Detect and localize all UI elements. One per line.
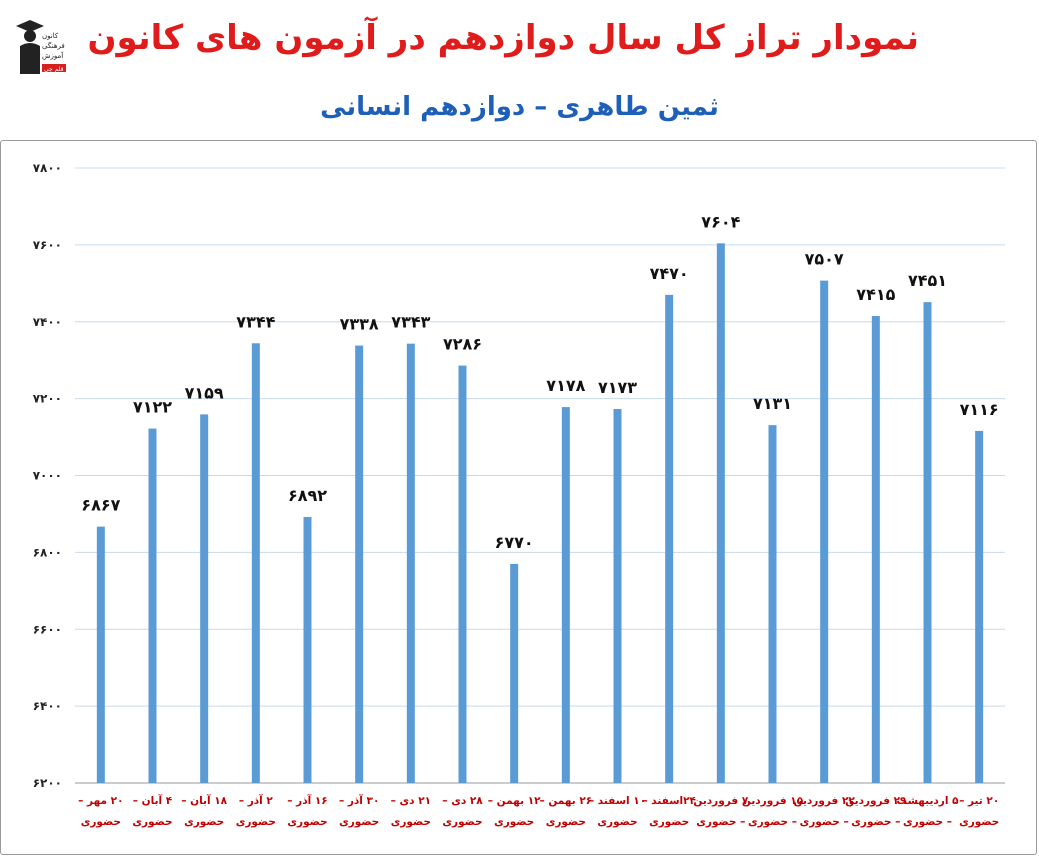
bar [871, 315, 880, 783]
x-category-label: حضوری [959, 816, 999, 828]
bar [716, 243, 725, 783]
x-category-label: حضوری [339, 816, 379, 828]
data-label: ۷۱۵۹ [185, 383, 224, 402]
x-category-label: ۲ آذر – [239, 794, 274, 807]
x-category-label: حضوری [287, 816, 327, 828]
x-category-label: حضوری [81, 816, 121, 828]
x-category-label: ۲۸ دی – [442, 795, 483, 807]
value-labels: ۶۸۶۷ ۷۱۲۲ ۷۱۵۹ ۷۳۴۴ ۶۸۹۲ ۷۳۳۸ ۷۳۴۳ ۷۲۸۶ ۶۷۷۰ ۷۱۷۸… [81, 212, 998, 552]
bars [96, 243, 984, 783]
y-axis-ticks: ۶۲۰۰ ۶۴۰۰ ۶۶۰۰ ۶۸۰۰ ۷۰۰۰ ۷۲۰۰ ۷۴۰۰ ۷۶۰۰ ۷۸۰۰ [33, 161, 62, 790]
bar [820, 280, 829, 783]
x-category-label: ۵ اردیبهشت [896, 795, 959, 807]
x-category-label: ۴ آبان – [133, 794, 173, 807]
x-category-label: ۱۸ آبان – [181, 794, 227, 807]
data-label: ۶۷۷۰ [495, 533, 534, 552]
x-category-label: حضوری [184, 816, 224, 828]
x-category-label: حضوری [236, 816, 276, 828]
x-category-label: ۱۶ آذر – [287, 794, 327, 807]
svg-text:قلم چی: قلم چی [44, 66, 64, 73]
data-label: ۷۱۳۱ [753, 394, 792, 413]
data-label: ۷۱۷۸ [546, 376, 585, 395]
chart-frame [0, 140, 1037, 855]
x-axis-categories: ۲۰ مهر – حضوری ۴ آبان – حضوری ۱۸ آبان – حضوری… [78, 794, 999, 828]
x-category-label: ۲۰ تیر – [959, 795, 999, 807]
chart-title: نمودار تراز کل سال دوازدهم در آزمون های … [87, 18, 920, 58]
x-category-label: ۷ فروردین [693, 795, 748, 807]
gridlines [75, 167, 1005, 784]
bar-chart: ۶۲۰۰ ۶۴۰۰ ۶۶۰۰ ۶۸۰۰ ۷۰۰۰ ۷۲۰۰ ۷۴۰۰ ۷۶۰۰ ۷۸۰۰ ۶۸۶… [33, 161, 1005, 828]
data-label: ۷۳۳۸ [340, 315, 379, 334]
x-category-label: حضوری [649, 816, 689, 828]
data-label: ۷۲۸۶ [443, 335, 482, 354]
x-category-label: – حضوری [903, 816, 952, 828]
data-label: ۷۴۷۰ [650, 264, 689, 283]
y-tick-label: ۷۲۰۰ [33, 392, 62, 406]
bar [406, 343, 415, 783]
y-tick-label: ۶۴۰۰ [33, 699, 62, 713]
bar [665, 294, 674, 783]
bar [458, 365, 467, 783]
y-tick-label: ۷۸۰۰ [33, 161, 62, 175]
data-label: ۷۵۰۷ [805, 250, 844, 269]
data-label: ۷۱۱۶ [960, 400, 999, 419]
bar [510, 563, 519, 783]
kanoon-logo-icon: کانون فرهنگی آموزش قلم چی [8, 12, 70, 84]
data-label: ۶۸۹۲ [288, 486, 327, 505]
bar [251, 343, 260, 783]
chart-subtitle: ثمین طاهری – دوازدهم انسانی [320, 92, 719, 122]
x-category-label: ۳۰ آذر – [339, 794, 379, 807]
x-category-label: ۲۱ دی – [391, 795, 431, 807]
svg-text:آموزش: آموزش [42, 51, 64, 60]
bar [355, 345, 364, 783]
svg-text:فرهنگی: فرهنگی [42, 41, 65, 50]
data-label: ۶۸۶۷ [81, 496, 120, 515]
data-label: ۷۱۲۲ [133, 398, 172, 417]
bar [561, 407, 570, 783]
y-tick-label: ۷۴۰۰ [33, 315, 62, 329]
data-label: ۷۶۰۴ [701, 212, 740, 231]
y-tick-label: ۷۰۰۰ [33, 469, 62, 483]
bar [975, 430, 984, 783]
bar [303, 517, 312, 783]
x-category-label: ۱۵ فروردین [742, 795, 804, 807]
data-label: ۷۴۵۱ [908, 271, 947, 290]
bar [923, 302, 932, 783]
x-category-label: – حضوری [851, 816, 900, 828]
y-tick-label: ۶۸۰۰ [33, 545, 62, 559]
x-category-label: – حضوری [696, 816, 745, 828]
y-tick-label: ۶۲۰۰ [33, 776, 62, 790]
x-category-label: – حضوری [748, 816, 797, 828]
x-category-label: حضوری [597, 816, 637, 828]
bar [200, 414, 209, 783]
data-label: ۷۳۴۴ [236, 312, 275, 331]
x-category-label: ۲۴اسفند – [642, 795, 696, 807]
svg-text:کانون: کانون [42, 32, 59, 40]
bar [768, 425, 777, 783]
x-category-label: ۲۹ فروردین [845, 795, 907, 807]
data-label: ۷۴۱۵ [856, 285, 895, 304]
data-label: ۷۳۴۳ [391, 313, 430, 332]
x-category-label: حضوری [442, 816, 482, 828]
y-tick-label: ۷۶۰۰ [33, 238, 62, 252]
y-tick-label: ۶۶۰۰ [33, 622, 62, 636]
x-category-label: ۱۰ اسفند – [589, 795, 646, 807]
x-category-label: ۲۰ مهر – [78, 795, 123, 807]
x-category-label: ۱۲ بهمن – [488, 795, 541, 807]
bar [148, 428, 157, 783]
x-category-label: – حضوری [800, 816, 849, 828]
bar [613, 409, 622, 783]
x-category-label: حضوری [546, 816, 586, 828]
x-category-label: حضوری [132, 816, 172, 828]
x-category-label: ۲۲ فروردین [794, 795, 856, 807]
x-category-label: حضوری [494, 816, 534, 828]
bar [96, 526, 105, 783]
x-category-label: ۲۶ بهمن – [539, 795, 592, 807]
data-label: ۷۱۷۳ [598, 378, 637, 397]
x-category-label: حضوری [391, 816, 431, 828]
